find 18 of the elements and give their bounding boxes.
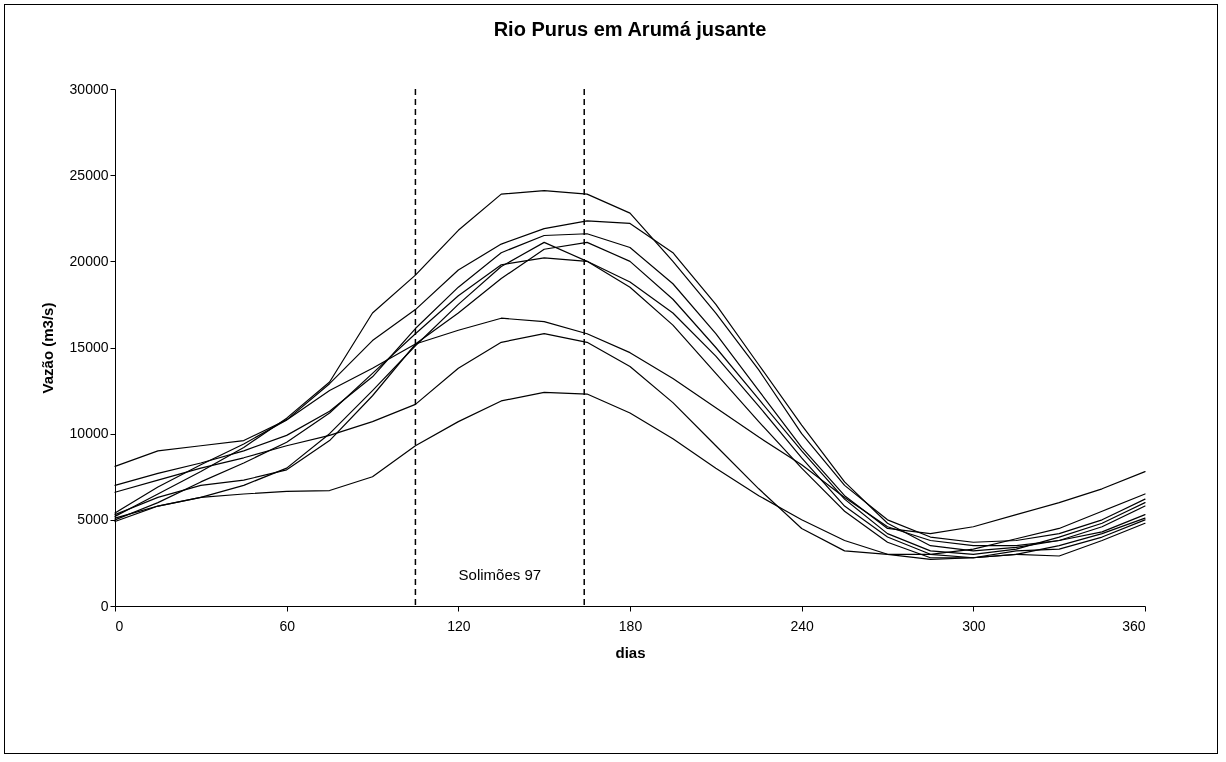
y-axis-title: Vazão (m3/s) [38,302,56,394]
x-tick-label: 60 [279,617,296,634]
y-tick-label: 15000 [69,339,109,355]
y-tick-label: 25000 [69,166,109,183]
chart-title: Rio Purus em Arumá jusante [493,18,767,40]
x-tick-label: 0 [115,617,124,634]
y-tick-label: 0 [100,597,109,614]
annotation: Solimões 97 [458,565,542,583]
x-tick-label: 360 [1122,617,1146,634]
x-tick-label: 180 [618,617,643,634]
y-tick-label: 5000 [77,511,109,528]
x-tick-label: 240 [790,617,815,634]
y-tick-label: 30000 [69,80,109,97]
y-tick-label: 10000 [69,425,109,442]
x-tick-label: 300 [962,617,986,634]
x-axis-title: dias [615,643,646,661]
x-tick-label: 120 [447,617,471,634]
y-tick-label: 20000 [69,252,109,269]
